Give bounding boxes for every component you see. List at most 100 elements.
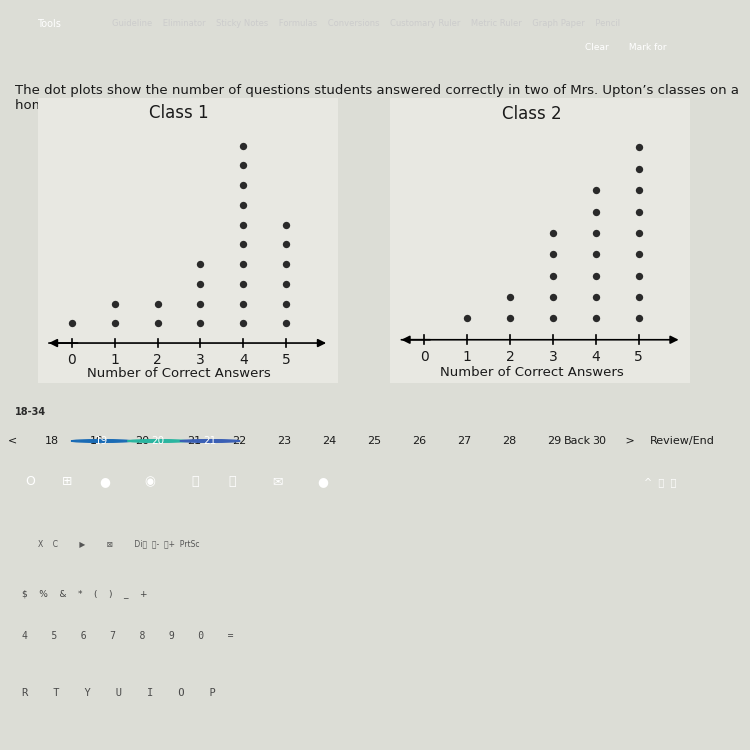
Point [280, 317, 292, 329]
Text: 29: 29 [548, 436, 562, 446]
Text: Review/End: Review/End [650, 436, 715, 446]
Point [590, 291, 602, 303]
Text: 21: 21 [203, 436, 217, 446]
Text: Clear       Mark for: Clear Mark for [585, 43, 667, 52]
Text: Tools: Tools [38, 19, 62, 28]
Point [66, 317, 78, 329]
Text: 4: 4 [238, 353, 248, 367]
Point [590, 270, 602, 282]
Text: $    %    &    *    (    )    _    +: $ % & * ( ) _ + [22, 590, 160, 598]
Circle shape [71, 440, 131, 442]
Text: 19: 19 [90, 436, 104, 446]
Point [461, 312, 473, 324]
Text: Class 1: Class 1 [149, 104, 208, 122]
Point [280, 238, 292, 250]
Text: ^  🔊  📶: ^ 🔊 📶 [644, 477, 676, 487]
Text: Back: Back [564, 436, 591, 446]
Text: ●: ● [100, 476, 110, 488]
Text: 0: 0 [68, 353, 76, 367]
Text: 27: 27 [458, 436, 472, 446]
Text: 5: 5 [634, 350, 643, 364]
Text: The dot plots show the number of questions students answered correctly in two of: The dot plots show the number of questio… [15, 84, 739, 112]
Point [632, 248, 644, 260]
Point [237, 317, 249, 329]
Text: 2: 2 [506, 350, 515, 364]
Point [280, 219, 292, 231]
Text: 2: 2 [153, 353, 162, 367]
Point [632, 184, 644, 196]
Text: Number of Correct Answers: Number of Correct Answers [87, 368, 271, 380]
Text: ◉: ◉ [145, 476, 155, 488]
Point [590, 206, 602, 218]
Point [280, 278, 292, 290]
Text: 18-34: 18-34 [15, 406, 46, 417]
Text: 28: 28 [503, 436, 517, 446]
Point [237, 199, 249, 211]
Circle shape [180, 440, 240, 442]
Text: 3: 3 [196, 353, 205, 367]
Text: 20: 20 [151, 436, 164, 446]
Point [194, 278, 206, 290]
Text: 20: 20 [135, 436, 149, 446]
Text: >: > [622, 436, 635, 446]
Point [504, 312, 516, 324]
Point [547, 312, 559, 324]
Text: 0: 0 [420, 350, 429, 364]
Point [504, 291, 516, 303]
Text: 📁: 📁 [191, 476, 199, 488]
Text: ●: ● [317, 476, 328, 488]
Point [547, 270, 559, 282]
Point [280, 258, 292, 270]
Point [280, 298, 292, 310]
Point [237, 140, 249, 152]
Text: 1: 1 [463, 350, 472, 364]
Text: 18: 18 [45, 436, 59, 446]
Text: <: < [8, 436, 20, 446]
Point [590, 184, 602, 196]
Text: ⊞: ⊞ [62, 476, 73, 488]
Point [547, 291, 559, 303]
Point [194, 258, 206, 270]
Point [152, 298, 164, 310]
Text: X    C         ▶         ⊠         Di🖥  🔇-  🔇+  PrtSc: X C ▶ ⊠ Di🖥 🔇- 🔇+ PrtSc [38, 540, 199, 549]
Text: O: O [25, 476, 35, 488]
Point [237, 258, 249, 270]
Text: 4    5    6    7    8    9    0    =: 4 5 6 7 8 9 0 = [22, 632, 234, 641]
Point [547, 226, 559, 238]
Point [237, 219, 249, 231]
Text: 23: 23 [278, 436, 292, 446]
Point [194, 317, 206, 329]
Point [632, 141, 644, 154]
Point [632, 270, 644, 282]
Point [237, 298, 249, 310]
Point [632, 163, 644, 175]
Text: R    T    Y    U    I    O    P: R T Y U I O P [22, 688, 216, 698]
Point [547, 248, 559, 260]
Text: Class 2: Class 2 [502, 105, 561, 122]
Text: 24: 24 [322, 436, 337, 446]
Text: ✉: ✉ [272, 476, 283, 488]
Point [152, 317, 164, 329]
Point [237, 179, 249, 191]
Text: 21: 21 [188, 436, 202, 446]
Text: 19: 19 [94, 436, 108, 446]
Point [632, 206, 644, 218]
Text: 30: 30 [592, 436, 607, 446]
Text: 🔒: 🔒 [229, 476, 236, 488]
Point [237, 278, 249, 290]
Point [590, 312, 602, 324]
Text: 26: 26 [413, 436, 427, 446]
Circle shape [128, 440, 188, 442]
Point [237, 160, 249, 172]
Point [590, 226, 602, 238]
Text: Number of Correct Answers: Number of Correct Answers [440, 366, 623, 379]
Text: 5: 5 [282, 353, 290, 367]
Text: 1: 1 [110, 353, 119, 367]
Text: 22: 22 [232, 436, 247, 446]
Point [632, 291, 644, 303]
Point [590, 248, 602, 260]
Point [109, 298, 121, 310]
Text: Guideline    Eliminator    Sticky Notes    Formulas    Conversions    Customary : Guideline Eliminator Sticky Notes Formul… [112, 20, 621, 28]
Point [194, 298, 206, 310]
Point [109, 317, 121, 329]
